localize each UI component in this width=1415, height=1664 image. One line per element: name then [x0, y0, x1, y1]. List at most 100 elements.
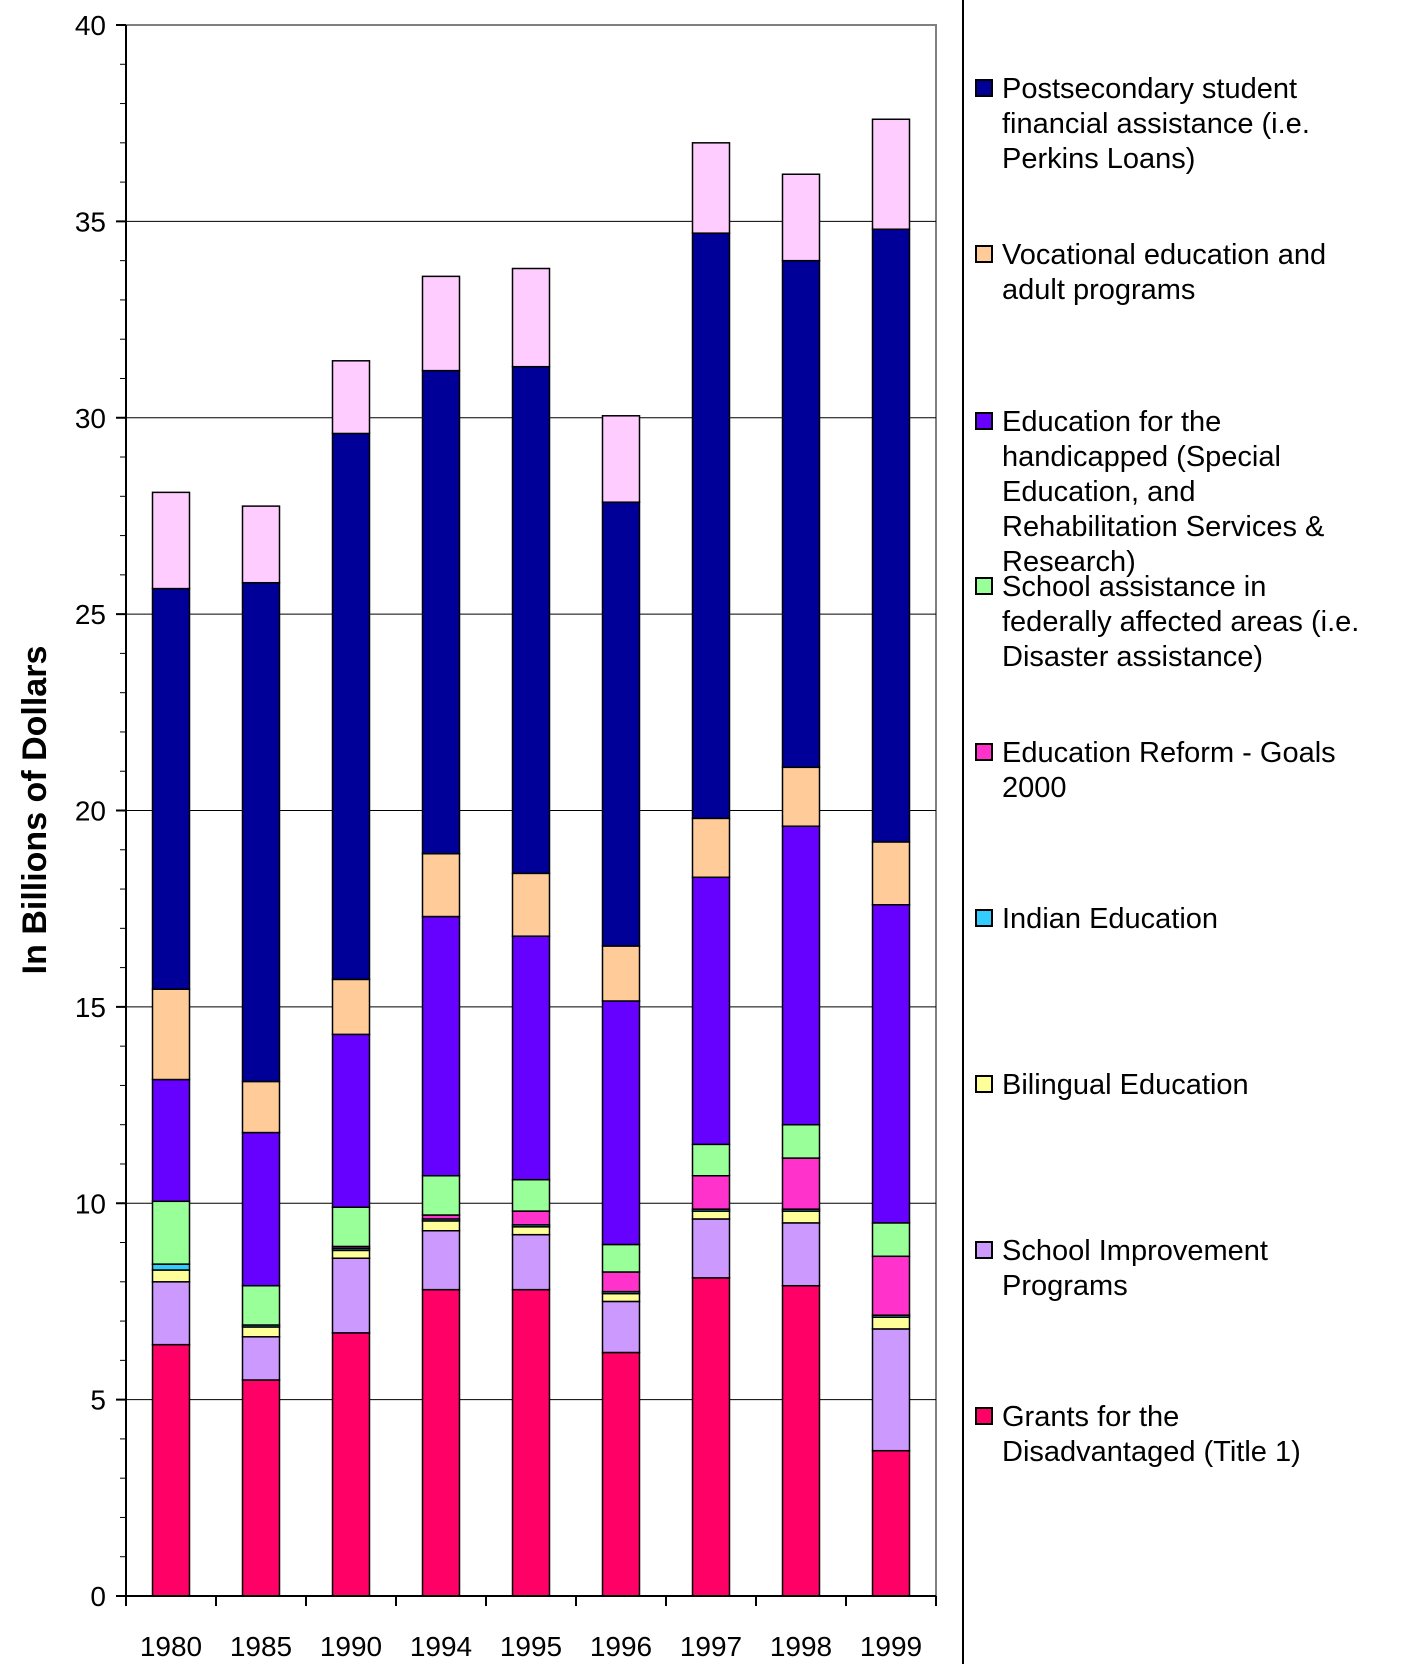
legend-swatch: [975, 1407, 993, 1425]
bar-segment: [241, 505, 281, 584]
bar-segment: [691, 1210, 731, 1220]
legend-swatch: [975, 743, 993, 761]
bar-segment: [601, 1271, 641, 1293]
legend-swatch: [975, 1075, 993, 1093]
bar-segment: [331, 1033, 371, 1208]
bar-segment: [781, 825, 821, 1126]
legend-swatch: [975, 245, 993, 263]
legend-label: Grants for the Disadvantaged (Title 1): [1002, 1401, 1301, 1468]
bar-segment: [331, 432, 371, 981]
bar-segment: [421, 1288, 461, 1597]
bar-segment: [511, 1178, 551, 1212]
bar-segment: [331, 1257, 371, 1334]
bar-segment: [871, 841, 911, 906]
x-tick-label: 1985: [230, 1631, 292, 1662]
bar-segment: [871, 228, 911, 843]
y-tick-label: 20: [75, 796, 106, 827]
legend-swatch: [975, 1241, 993, 1259]
legend-label: Education Reform - Goals 2000: [1002, 737, 1336, 804]
bar-segment: [691, 142, 731, 234]
bar-segment: [601, 1300, 641, 1354]
bar-segment: [511, 1288, 551, 1597]
bar-segment: [331, 978, 371, 1036]
x-tick-label: 1999: [860, 1631, 922, 1662]
legend-swatch: [975, 577, 993, 595]
y-tick-label: 5: [90, 1385, 106, 1416]
legend-label: Bilingual Education: [1002, 1069, 1249, 1101]
bar-segment: [241, 1284, 281, 1326]
bar-segment: [691, 876, 731, 1146]
bar-segment: [691, 1175, 731, 1210]
legend-swatch: [975, 909, 993, 927]
legend-label: School Improvement Programs: [1002, 1235, 1268, 1302]
bar-segment: [151, 1078, 191, 1203]
legend-label: School assistance in federally affected …: [1002, 571, 1360, 673]
bar-segment: [511, 1226, 551, 1236]
bar-segment: [781, 1284, 821, 1597]
bar-segment: [781, 766, 821, 827]
bar-segment: [871, 118, 911, 230]
legend-swatch: [975, 79, 993, 97]
bar-segment: [241, 1336, 281, 1381]
bar-segment: [421, 1175, 461, 1216]
legend-label: Indian Education: [1002, 903, 1219, 935]
bar-segment: [151, 1281, 191, 1346]
bar-segment: [871, 1449, 911, 1597]
legend-divider: [962, 0, 964, 1664]
bar-segment: [691, 1143, 731, 1177]
bar-segment: [421, 1220, 461, 1232]
bar-segment: [421, 852, 461, 918]
y-tick-label: 35: [75, 206, 106, 237]
bar-segment: [421, 275, 461, 372]
bar-segment: [601, 415, 641, 503]
y-tick-label: 0: [90, 1581, 106, 1612]
bar-segment: [511, 935, 551, 1181]
y-tick-label: 25: [75, 599, 106, 630]
bar-segment: [151, 1200, 191, 1265]
legend-label: Postsecondary student financial assistan…: [1002, 73, 1310, 175]
bar-segment: [781, 1123, 821, 1159]
bar-segment: [691, 232, 731, 820]
bar-segment: [151, 1263, 191, 1271]
bar-segment: [421, 1229, 461, 1291]
bar-segment: [781, 1157, 821, 1210]
bar-segment: [601, 945, 641, 1002]
bar-segment: [871, 1328, 911, 1452]
bar-segment: [601, 501, 641, 947]
bar-segment: [241, 1131, 281, 1287]
bar-segment: [871, 1222, 911, 1258]
legend-label: Vocational education and adult programs: [1002, 239, 1327, 306]
x-tick-label: 1980: [140, 1631, 202, 1662]
y-tick-label: 40: [75, 10, 106, 41]
bar-segment: [331, 1332, 371, 1597]
x-tick-label: 1990: [320, 1631, 382, 1662]
bar-segment: [781, 1222, 821, 1287]
bar-segment: [241, 1326, 281, 1338]
bar-segment: [691, 1277, 731, 1597]
bar-segment: [511, 365, 551, 875]
bar-segment: [151, 1269, 191, 1283]
bar-segment: [781, 173, 821, 262]
bar-segment: [601, 1292, 641, 1303]
y-tick-label: 10: [75, 1188, 106, 1219]
bar-segment: [691, 817, 731, 879]
bar-segment: [691, 1218, 731, 1279]
bar-segment: [511, 1233, 551, 1291]
bar-segment: [421, 369, 461, 855]
bar-segment: [151, 1343, 191, 1597]
bar-segment: [241, 1080, 281, 1134]
y-tick-label: 30: [75, 403, 106, 434]
bar-segment: [781, 259, 821, 769]
bar-segment: [331, 1206, 371, 1248]
legend-label: Education for the handicapped (Special E…: [1002, 406, 1325, 578]
bar-segment: [871, 1255, 911, 1316]
bar-segment: [601, 1000, 641, 1246]
bar-segment: [511, 267, 551, 368]
bar-segment: [241, 1379, 281, 1597]
x-tick-label: 1994: [410, 1631, 472, 1662]
bar-segment: [151, 587, 191, 990]
x-axis-ticks: 1980 1985 1990 1994 1995 1996 1997 1998 1999: [125, 1596, 937, 1662]
x-tick-label: 1996: [590, 1631, 652, 1662]
bar-segment: [511, 1210, 551, 1226]
y-axis-ticks: 0 5 10 15 20 25 30 35 40: [75, 10, 126, 1612]
